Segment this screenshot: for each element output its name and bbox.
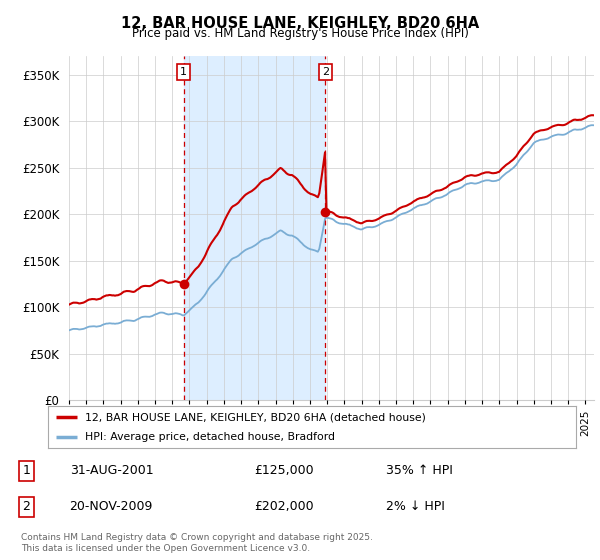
Text: 2: 2 [322,67,329,77]
Text: £202,000: £202,000 [254,500,314,513]
Text: 31-AUG-2001: 31-AUG-2001 [70,464,153,478]
Bar [184,56,325,400]
Text: HPI: Average price, detached house, Bradford: HPI: Average price, detached house, Brad… [85,432,335,442]
Text: 20-NOV-2009: 20-NOV-2009 [70,500,153,513]
Text: 2% ↓ HPI: 2% ↓ HPI [386,500,445,513]
Text: 1: 1 [180,67,187,77]
Text: 12, BAR HOUSE LANE, KEIGHLEY, BD20 6HA: 12, BAR HOUSE LANE, KEIGHLEY, BD20 6HA [121,16,479,31]
Text: Contains HM Land Registry data © Crown copyright and database right 2025.
This d: Contains HM Land Registry data © Crown c… [21,533,373,553]
Text: 12, BAR HOUSE LANE, KEIGHLEY, BD20 6HA (detached house): 12, BAR HOUSE LANE, KEIGHLEY, BD20 6HA (… [85,412,426,422]
Text: 35% ↑ HPI: 35% ↑ HPI [386,464,453,478]
Text: 1: 1 [22,464,31,478]
Text: 2: 2 [22,500,31,513]
Text: £125,000: £125,000 [254,464,314,478]
Text: Price paid vs. HM Land Registry's House Price Index (HPI): Price paid vs. HM Land Registry's House … [131,27,469,40]
